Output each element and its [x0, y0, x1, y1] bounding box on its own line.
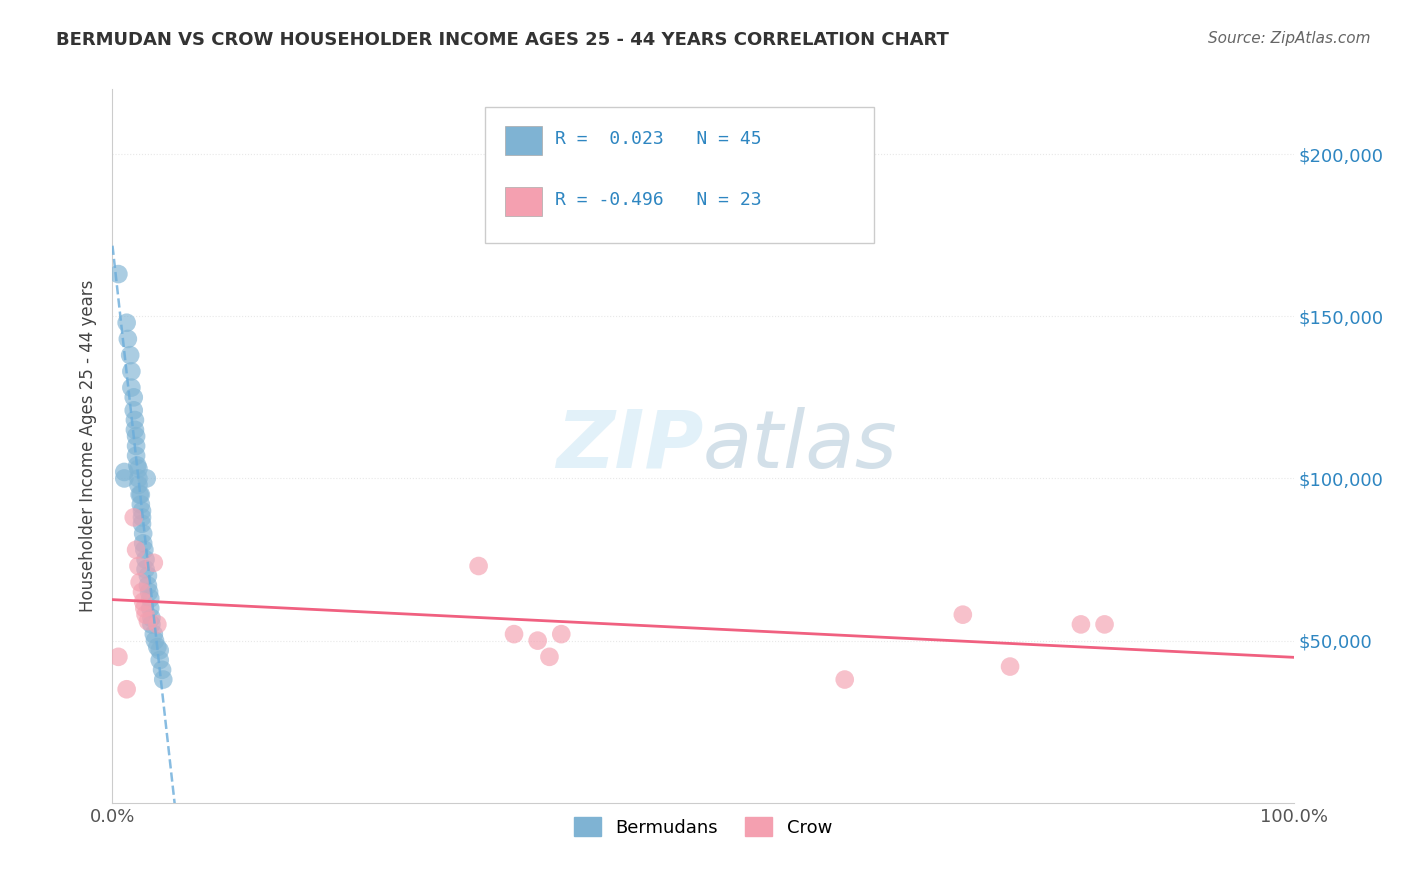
Point — [115, 316, 138, 330]
Text: R =  0.023   N = 45: R = 0.023 N = 45 — [555, 130, 762, 148]
Point — [143, 633, 166, 648]
Point — [139, 601, 162, 615]
Point — [136, 614, 159, 628]
Point — [120, 348, 142, 362]
Point — [1094, 617, 1116, 632]
Point — [550, 627, 572, 641]
Point — [127, 559, 149, 574]
Point — [135, 471, 157, 485]
Point — [538, 649, 561, 664]
Point — [122, 510, 145, 524]
Point — [142, 556, 165, 570]
Point — [146, 617, 169, 632]
Point — [132, 595, 155, 609]
Point — [136, 578, 159, 592]
Point — [128, 488, 150, 502]
Point — [131, 516, 153, 531]
Point — [152, 673, 174, 687]
Text: BERMUDAN VS CROW HOUSEHOLDER INCOME AGES 25 - 44 YEARS CORRELATION CHART: BERMUDAN VS CROW HOUSEHOLDER INCOME AGES… — [56, 31, 949, 49]
Point — [129, 497, 152, 511]
Point — [134, 601, 156, 615]
Point — [107, 649, 129, 664]
Point — [132, 536, 155, 550]
Point — [112, 471, 135, 485]
Point — [112, 465, 135, 479]
Point — [503, 627, 526, 641]
Bar — [505, 187, 543, 216]
Point — [998, 659, 1021, 673]
Point — [150, 663, 173, 677]
Point — [124, 413, 146, 427]
Point — [135, 552, 157, 566]
Point — [125, 542, 148, 557]
Point — [834, 673, 856, 687]
Point — [117, 332, 139, 346]
Text: atlas: atlas — [703, 407, 898, 485]
Point — [135, 607, 157, 622]
Point — [129, 488, 152, 502]
Point — [131, 504, 153, 518]
Point — [122, 403, 145, 417]
Y-axis label: Householder Income Ages 25 - 44 years: Householder Income Ages 25 - 44 years — [79, 280, 97, 612]
Point — [136, 568, 159, 582]
Point — [115, 682, 138, 697]
Point — [127, 461, 149, 475]
Point — [149, 643, 172, 657]
Point — [952, 607, 974, 622]
Point — [1070, 617, 1092, 632]
Bar — [505, 127, 543, 155]
Point — [125, 429, 148, 443]
Point — [149, 653, 172, 667]
Point — [128, 575, 150, 590]
Point — [142, 627, 165, 641]
FancyBboxPatch shape — [485, 107, 875, 243]
Point — [127, 458, 149, 473]
Point — [526, 633, 548, 648]
Point — [127, 471, 149, 485]
Point — [138, 585, 160, 599]
Point — [131, 510, 153, 524]
Point — [139, 591, 162, 606]
Point — [122, 390, 145, 404]
Text: R = -0.496   N = 23: R = -0.496 N = 23 — [555, 191, 762, 209]
Point — [141, 611, 163, 625]
Point — [135, 562, 157, 576]
Point — [141, 617, 163, 632]
Point — [132, 526, 155, 541]
Point — [107, 267, 129, 281]
Point — [134, 542, 156, 557]
Point — [127, 478, 149, 492]
Point — [146, 640, 169, 654]
Point — [124, 423, 146, 437]
Legend: Bermudans, Crow: Bermudans, Crow — [567, 810, 839, 844]
Point — [125, 449, 148, 463]
Point — [125, 439, 148, 453]
Point — [120, 364, 142, 378]
Text: ZIP: ZIP — [555, 407, 703, 485]
Point — [131, 585, 153, 599]
Point — [120, 381, 142, 395]
Text: Source: ZipAtlas.com: Source: ZipAtlas.com — [1208, 31, 1371, 46]
Point — [467, 559, 489, 574]
